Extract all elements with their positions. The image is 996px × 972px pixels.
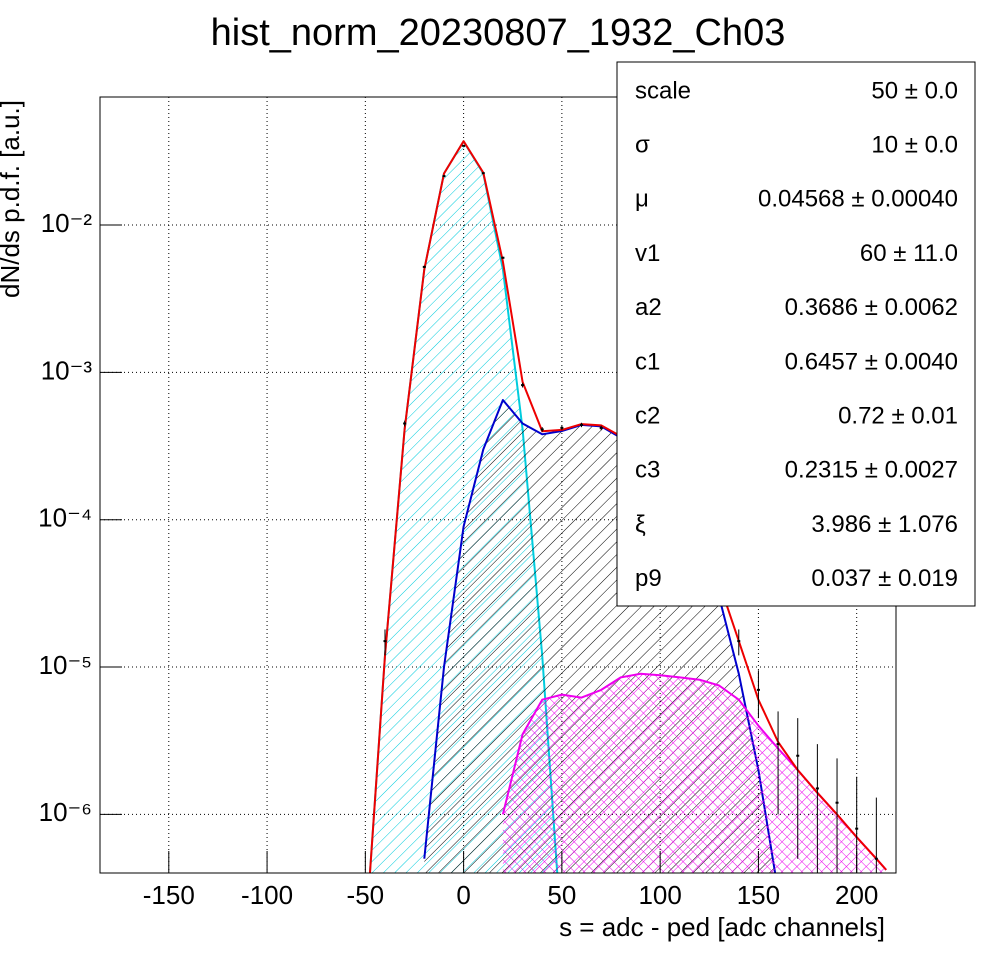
stat-value: 50 ± 0.0 — [871, 77, 958, 104]
y-tick-label: 10⁻² — [41, 208, 93, 238]
data-point — [540, 428, 544, 431]
stat-name: a2 — [635, 294, 662, 321]
stat-name: ξ — [635, 511, 646, 538]
stat-name: c1 — [635, 348, 660, 375]
stat-value: 3.986 ± 1.076 — [811, 511, 958, 538]
data-point — [580, 423, 584, 426]
chart-title: hist_norm_20230807_1932_Ch03 — [211, 12, 786, 54]
y-tick-label: 10⁻⁴ — [38, 503, 92, 533]
x-axis-label: s = adc - ped [adc channels] — [559, 912, 885, 942]
data-point — [835, 801, 839, 804]
x-tick-label: 200 — [835, 880, 878, 910]
stat-value: 60 ± 11.0 — [860, 240, 958, 267]
data-point — [599, 426, 603, 429]
stat-name: v1 — [635, 240, 660, 267]
data-point — [855, 827, 859, 830]
data-point — [796, 754, 800, 757]
stat-name: σ — [635, 132, 650, 159]
data-point — [815, 787, 819, 790]
stat-name: p9 — [635, 565, 662, 592]
x-tick-label: -100 — [241, 880, 293, 910]
data-point — [756, 688, 760, 691]
data-point — [422, 265, 426, 268]
stat-name: c3 — [635, 457, 660, 484]
x-tick-label: 100 — [638, 880, 681, 910]
data-point — [481, 172, 485, 175]
stat-name: scale — [635, 77, 691, 104]
stats-box: scale 50 ± 0.0 σ 10 ± 0.0 μ 0.04568 ± 0.00040… — [616, 61, 976, 607]
y-tick-label: 10⁻⁶ — [39, 797, 92, 827]
axes: -150 -100 -50 0 50 100 150 200 10⁻⁶ 10⁻⁵ 10⁻⁴ 10⁻³ 1… — [38, 208, 878, 910]
data-point — [776, 743, 780, 746]
x-tick-label: 150 — [737, 880, 780, 910]
data-point — [383, 640, 387, 643]
x-tick-label: 50 — [547, 880, 576, 910]
data-point — [560, 426, 564, 429]
stat-value: 0.037 ± 0.019 — [811, 565, 958, 592]
data-point — [501, 256, 505, 259]
stat-value: 0.3686 ± 0.0062 — [785, 294, 958, 321]
stat-name: μ — [635, 186, 649, 213]
data-point — [403, 422, 407, 425]
data-point — [874, 857, 878, 860]
y-tick-label: 10⁻³ — [41, 355, 93, 385]
stat-value: 0.2315 ± 0.0027 — [785, 457, 958, 484]
stat-name: c2 — [635, 403, 660, 430]
x-tick-label: 0 — [456, 880, 470, 910]
x-tick-label: -150 — [143, 880, 195, 910]
data-point — [442, 175, 446, 178]
data-point — [737, 640, 741, 643]
data-point — [521, 384, 525, 387]
data-point — [462, 144, 466, 147]
stat-value: 10 ± 0.0 — [871, 132, 958, 159]
area-fill — [502, 673, 887, 873]
stat-value: 0.72 ± 0.01 — [838, 403, 958, 430]
stats-frame — [616, 61, 976, 607]
y-tick-label: 10⁻⁵ — [39, 650, 92, 680]
stat-value: 0.6457 ± 0.0040 — [785, 348, 958, 375]
y-axis-label: dN/ds p.d.f. [a.u.] — [0, 100, 25, 298]
x-tick-label: -50 — [347, 880, 385, 910]
stat-value: 0.04568 ± 0.00040 — [758, 186, 958, 213]
